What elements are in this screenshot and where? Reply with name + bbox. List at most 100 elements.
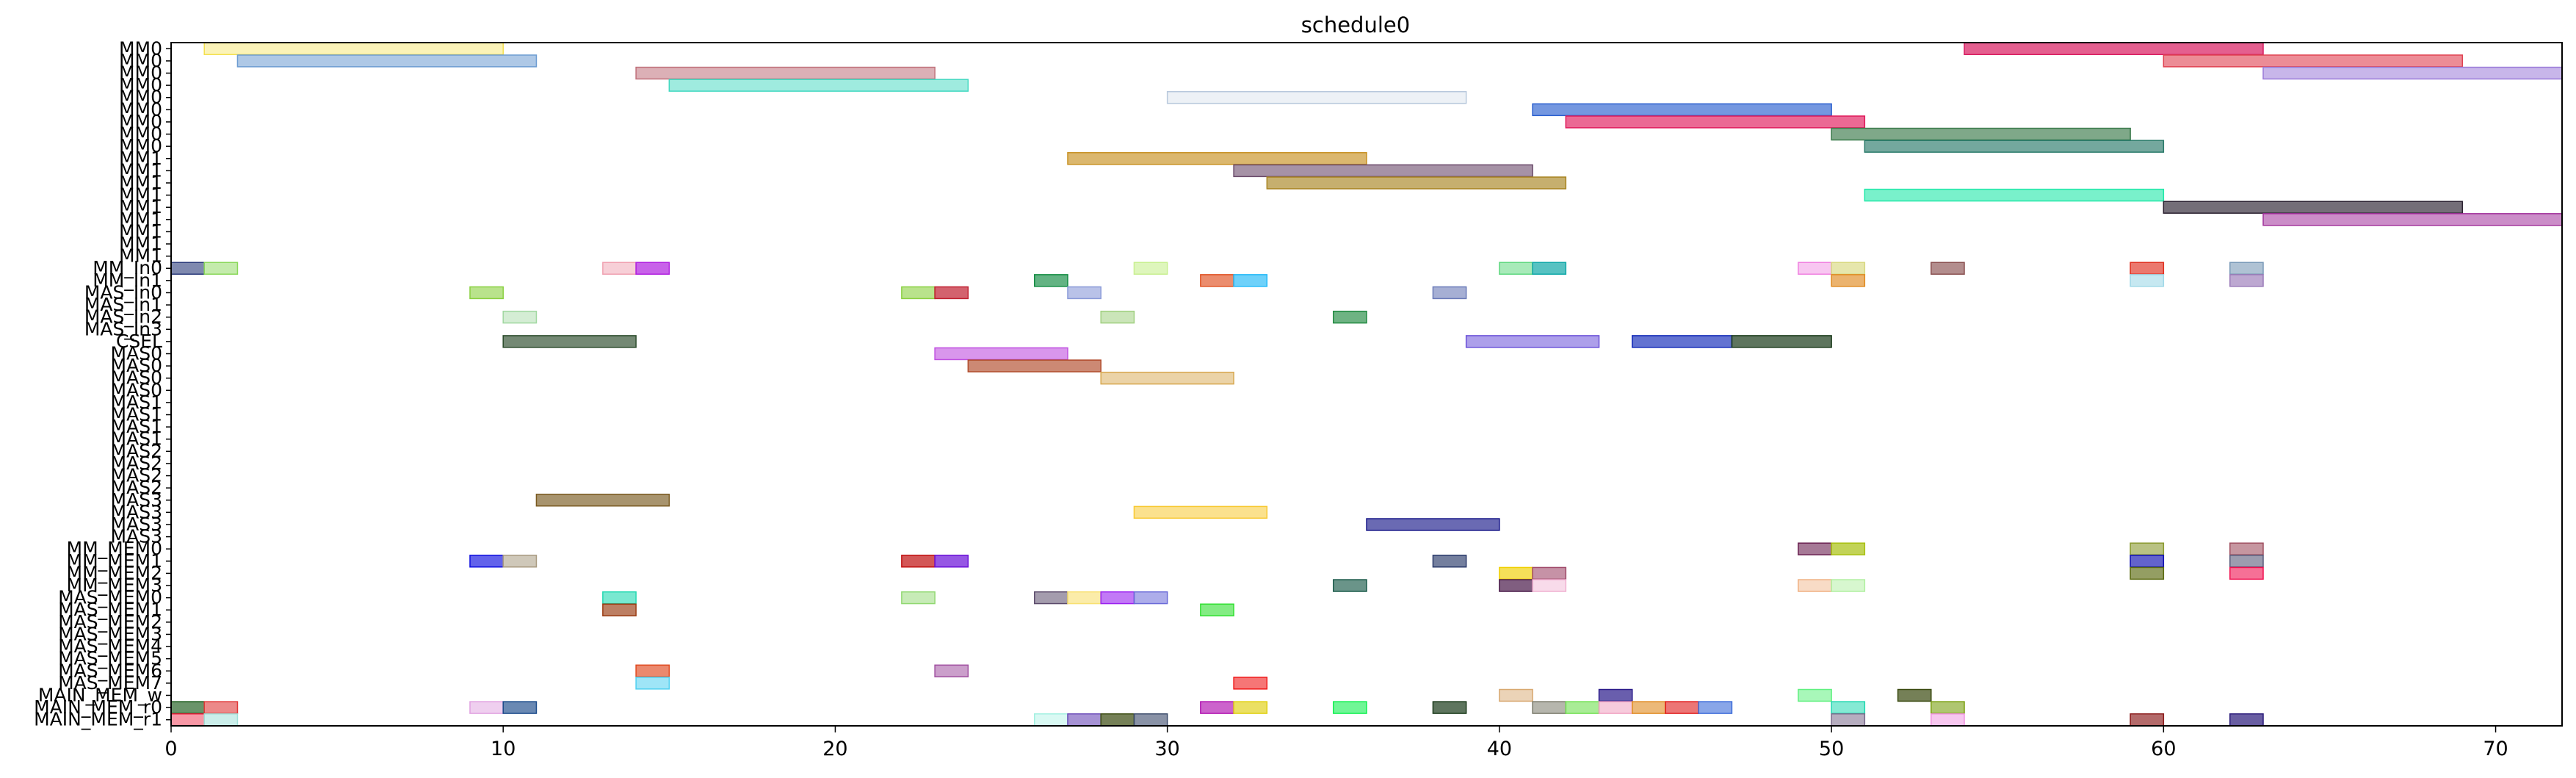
task-bar <box>1067 591 1101 605</box>
task-bar <box>2130 566 2165 580</box>
task-bar <box>1698 701 1733 714</box>
task-bar <box>668 79 969 92</box>
task-bar <box>1233 274 1268 287</box>
task-bar <box>1133 262 1168 275</box>
y-tick-label: MAS1 <box>111 404 162 425</box>
task-bar <box>1864 188 2165 202</box>
y-tick-label: MAS_MEM2 <box>58 611 162 633</box>
x-tick-label: 70 <box>2483 738 2508 760</box>
task-bar <box>1266 176 1567 190</box>
y-tick-label: MAS_MEM0 <box>58 587 162 608</box>
task-bar <box>1731 335 1832 348</box>
task-bar <box>602 603 637 616</box>
task-bar <box>1465 335 1600 348</box>
chart-title: schedule0 <box>1301 12 1410 37</box>
task-bar <box>2229 262 2264 275</box>
task-bar <box>1532 262 1567 275</box>
task-bar <box>1565 701 1600 714</box>
x-tick-label: 0 <box>164 738 177 760</box>
task-bar <box>1532 566 1567 580</box>
y-tick-label: MM1 <box>119 209 162 230</box>
task-bar <box>635 262 670 275</box>
task-bar <box>1565 115 1866 129</box>
task-bar <box>1100 310 1135 324</box>
task-bar <box>1333 310 1367 324</box>
y-tick-label: MAS_MEM6 <box>58 660 162 681</box>
x-tick-label: 10 <box>491 738 515 760</box>
x-tick-label: 60 <box>2151 738 2176 760</box>
task-bar <box>502 701 538 714</box>
task-bar <box>1798 542 1832 555</box>
task-bar <box>1665 701 1699 714</box>
task-bar <box>1632 701 1666 714</box>
task-bar <box>934 286 969 300</box>
task-bar <box>1831 127 2131 141</box>
y-tick-label: MAS0 <box>111 342 162 364</box>
task-bar <box>1233 164 1533 178</box>
y-tick-label: MAS_In3 <box>84 318 162 339</box>
y-tick-label: MM1 <box>119 220 162 242</box>
task-bar <box>535 494 670 507</box>
y-tick-label: MM_MEM1 <box>67 550 162 572</box>
task-bar <box>1034 274 1068 287</box>
task-bar <box>1964 42 2264 56</box>
task-bar <box>1864 140 2165 153</box>
plot-frame <box>170 42 2563 727</box>
task-bar <box>1897 688 1932 702</box>
y-tick-label: MAS0 <box>111 379 162 400</box>
y-tick-label: MM1 <box>119 159 162 181</box>
y-tick-label: MAIN_MEM_r1 <box>34 709 162 730</box>
task-bar <box>1100 371 1234 385</box>
task-bar <box>1831 701 1866 714</box>
task-bar <box>1798 262 1832 275</box>
task-bar <box>1532 579 1567 592</box>
y-tick-label: MM1 <box>119 148 162 169</box>
y-tick-label: MM1 <box>119 245 162 267</box>
task-bar <box>1432 286 1467 300</box>
task-bar <box>1499 579 1533 592</box>
task-bar <box>1532 701 1567 714</box>
x-tick-label: 30 <box>1154 738 1179 760</box>
task-bar <box>1831 262 1866 275</box>
task-bar <box>2262 213 2563 226</box>
task-bar <box>1200 701 1234 714</box>
y-tick-label: MM0 <box>119 87 162 108</box>
y-tick-label: MM1 <box>119 184 162 206</box>
task-bar <box>1831 713 1866 727</box>
task-bar <box>2130 274 2165 287</box>
y-axis-ticks: MM0MM0MM0MM0MM0MM0MM0MM0MM0MM1MM1MM1MM1M… <box>34 37 171 730</box>
task-bar <box>1333 579 1367 592</box>
y-tick-label: MAIN_MEM_w <box>38 684 162 705</box>
task-bar <box>1432 701 1467 714</box>
y-tick-label: MM0 <box>119 135 162 156</box>
y-tick-label: MAS2 <box>111 477 162 498</box>
task-bar <box>1333 701 1367 714</box>
task-bar <box>1233 701 1268 714</box>
task-bar <box>934 347 1068 361</box>
y-tick-label: MM1 <box>119 196 162 217</box>
task-bar <box>502 310 538 324</box>
y-tick-label: MAS_MEM7 <box>58 672 162 694</box>
y-tick-label: MAS1 <box>111 428 162 450</box>
task-bar <box>1233 677 1268 690</box>
y-tick-label: MAS2 <box>111 440 162 461</box>
task-bar <box>1133 591 1168 605</box>
y-tick-label: MAIN_MEM_r0 <box>34 696 162 718</box>
y-tick-label: MAS2 <box>111 465 162 486</box>
task-bar <box>1632 335 1733 348</box>
y-tick-label: MM_In0 <box>93 257 162 278</box>
y-tick-label: MM_In1 <box>93 270 162 291</box>
y-tick-label: MM1 <box>119 233 162 254</box>
task-bar <box>2130 713 2165 727</box>
task-bar <box>1831 542 1866 555</box>
y-tick-label: MAS2 <box>111 453 162 474</box>
y-tick-label: MAS_In1 <box>84 294 162 315</box>
task-bar <box>1100 591 1135 605</box>
task-bar <box>934 664 969 677</box>
task-bar <box>901 591 936 605</box>
task-bar <box>236 54 538 68</box>
task-bar <box>2163 201 2464 214</box>
y-tick-label: MAS3 <box>111 489 162 511</box>
task-bar <box>1034 713 1068 727</box>
